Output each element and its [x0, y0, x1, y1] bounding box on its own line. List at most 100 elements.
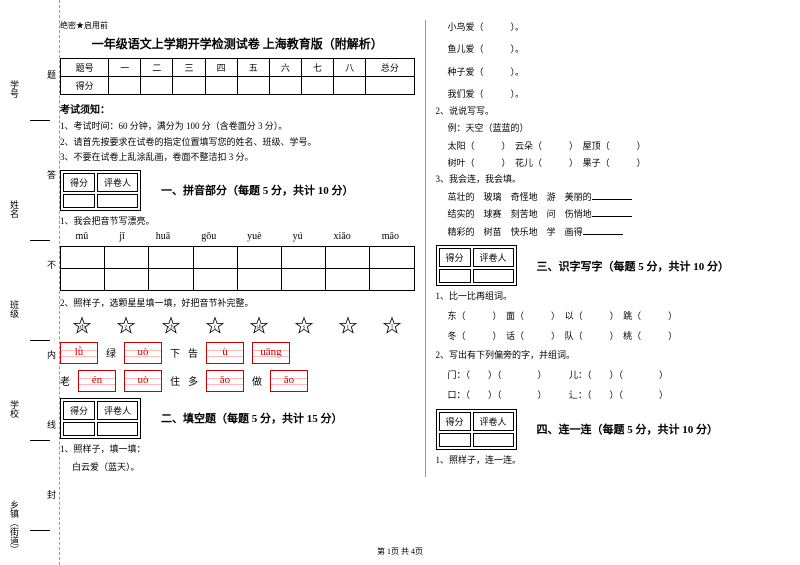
fill-row: 太阳（ ） 云朵（ ） 屋顶（ ） [436, 139, 791, 153]
example-text: 白云爱（蓝天）。 [60, 460, 415, 474]
seal-text: 题 [45, 70, 58, 79]
example-text: 例：天空（蓝蓝的） [436, 121, 791, 135]
notice-item: 3、不要在试卷上乱涂乱画，卷面不整洁扣 3 分。 [60, 151, 415, 164]
pinyin-box: én [78, 370, 116, 392]
section-title: 三、识字写字（每题 5 分，共计 10 分） [537, 258, 730, 274]
svg-text:s: s [303, 324, 306, 330]
seal-text: 线 [45, 420, 58, 429]
pinyin: jī [119, 231, 125, 242]
binding-area: 乡镇（街道） 学校 班级 姓名 学号 封 线 内 不 答 题 [0, 0, 60, 565]
star-icon: zh [72, 316, 92, 336]
seal-text: 答 [45, 170, 58, 179]
score-box: 得分评卷人 [436, 409, 517, 450]
fill-line: 鱼儿爱（ ）。 [436, 42, 791, 56]
question-text: 1、我会把音节写漂亮。 [60, 215, 415, 228]
page-footer: 第 1页 共 4页 [0, 546, 800, 557]
word-row: 东（ ） 面（ ） 以（ ） 跳（ ） [436, 309, 791, 323]
pinyin: yuè [247, 231, 261, 242]
left-column: 绝密★启用前 一年级语文上学期开学检测试卷 上海教育版（附解析） 题号 一 二 … [60, 20, 415, 477]
exam-title: 一年级语文上学期开学检测试卷 上海教育版（附解析） [60, 35, 415, 52]
notice-item: 2、请首先按要求在试卷的指定位置填写您的姓名、班级、学号。 [60, 136, 415, 149]
binding-label: 学校 [8, 400, 21, 418]
fill-line: 小鸟爱（ ）。 [436, 20, 791, 34]
score-box: 得分评卷人 [60, 170, 141, 211]
pinyin: yú [293, 231, 303, 242]
binding-label: 班级 [8, 300, 21, 318]
table-header: 八 [334, 59, 366, 77]
seal-text: 不 [45, 260, 58, 269]
exam-page: 乡镇（街道） 学校 班级 姓名 学号 封 线 内 不 答 题 绝密★启用前 一年… [0, 0, 800, 565]
pinyin-box: uò [124, 370, 162, 392]
grader-label: 评卷人 [97, 173, 138, 192]
char-label: 告 [188, 345, 198, 360]
svg-text:r: r [347, 324, 349, 330]
question-text: 2、写出有下列偏旁的字，并组词。 [436, 349, 791, 362]
star-row: zh z ch c sh s r l [60, 316, 415, 336]
notice-item: 1、考试时间：60 分钟，满分为 100 分（含卷面分 3 分）。 [60, 120, 415, 133]
svg-text:sh: sh [257, 324, 262, 330]
seal-text: 封 [45, 490, 58, 499]
score-box: 得分评卷人 [436, 245, 517, 286]
pinyin: gǒu [201, 231, 216, 242]
char-label: 多 [188, 373, 198, 388]
char-label: 老 [60, 373, 70, 388]
char-label: 做 [252, 373, 262, 388]
star-icon: sh [249, 316, 269, 336]
pinyin-box: ù [206, 342, 244, 364]
pinyin-box: ǎo [206, 370, 244, 392]
star-icon: l [382, 316, 402, 336]
section-header: 得分评卷人 二、填空题（每题 5 分，共计 15 分） [60, 398, 415, 439]
score-box: 得分评卷人 [60, 398, 141, 439]
pinyin-box: ǎo [270, 370, 308, 392]
char-label: 住 [170, 373, 180, 388]
score-summary-table: 题号 一 二 三 四 五 六 七 八 总分 得分 [60, 58, 415, 95]
table-header: 总分 [366, 59, 414, 77]
table-cell: 得分 [61, 77, 109, 95]
section-title: 一、拼音部分（每题 5 分，共计 10 分） [161, 182, 354, 198]
grader-label: 评卷人 [97, 401, 138, 420]
fill-line: 种子爱（ ）。 [436, 65, 791, 79]
pinyin: xiǎo [334, 231, 351, 242]
question-text: 1、照样子，填一填： [60, 443, 415, 456]
radical-row: 口：（ ）（ ） 辶：（ ）（ ） [436, 388, 791, 402]
svg-text:ch: ch [168, 324, 174, 330]
binding-label: 学号 [8, 80, 21, 98]
content-area: 绝密★启用前 一年级语文上学期开学检测试卷 上海教育版（附解析） 题号 一 二 … [60, 20, 790, 477]
section-title: 二、填空题（每题 5 分，共计 15 分） [161, 410, 343, 426]
seal-text: 内 [45, 350, 58, 359]
pinyin: mǔ [75, 231, 88, 242]
pinyin-box: lǜ [60, 342, 98, 364]
svg-text:zh: zh [79, 324, 85, 330]
table-header: 题号 [61, 59, 109, 77]
table-header: 六 [269, 59, 301, 77]
secret-label: 绝密★启用前 [60, 20, 415, 31]
char-label: 下 [170, 345, 180, 360]
fill-row: 树叶（ ） 花儿（ ） 果子（ ） [436, 156, 791, 170]
match-row: 结实的 球赛 刻苦地 问 伤悄地 [436, 207, 791, 221]
score-label: 得分 [439, 412, 471, 431]
binding-label: 姓名 [8, 200, 21, 218]
pinyin-box: uò [124, 342, 162, 364]
section-header: 得分评卷人 三、识字写字（每题 5 分，共计 10 分） [436, 245, 791, 286]
star-icon: z [116, 316, 136, 336]
notice-title: 考试须知： [60, 101, 415, 116]
right-column: 小鸟爱（ ）。 鱼儿爱（ ）。 种子爱（ ）。 我们爱（ ）。 2、说说写写。 … [436, 20, 791, 477]
pinyin-box: uāng [252, 342, 290, 364]
word-row: 冬（ ） 话（ ） 队（ ） 桃（ ） [436, 329, 791, 343]
writing-grid [60, 246, 415, 291]
section-header: 得分评卷人 一、拼音部分（每题 5 分，共计 10 分） [60, 170, 415, 211]
svg-text:z: z [125, 324, 128, 330]
section-header: 得分评卷人 四、连一连（每题 5 分，共计 10 分） [436, 409, 791, 450]
grader-label: 评卷人 [473, 412, 514, 431]
svg-text:c: c [214, 324, 217, 330]
table-header: 一 [109, 59, 141, 77]
table-header: 二 [141, 59, 173, 77]
fill-line: 我们爱（ ）。 [436, 87, 791, 101]
column-divider [425, 20, 426, 477]
score-label: 得分 [63, 401, 95, 420]
star-icon: ch [161, 316, 181, 336]
question-text: 3、我会连，我会填。 [436, 173, 791, 186]
table-header: 三 [173, 59, 205, 77]
pinyin: māo [382, 231, 399, 242]
pinyin-row: mǔ jī huā gǒu yuè yú xiǎo māo [60, 231, 415, 242]
